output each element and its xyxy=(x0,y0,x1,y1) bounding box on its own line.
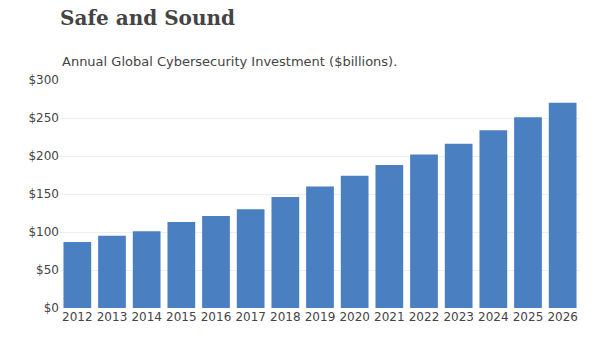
svg-text:$100: $100 xyxy=(28,225,59,239)
svg-text:2018: 2018 xyxy=(270,310,301,324)
svg-text:$250: $250 xyxy=(28,111,59,125)
svg-text:Annual Global Cybersecurity In: Annual Global Cybersecurity Investment (… xyxy=(62,54,397,69)
svg-text:2012: 2012 xyxy=(62,310,93,324)
svg-text:2025: 2025 xyxy=(513,310,544,324)
svg-text:2020: 2020 xyxy=(339,310,370,324)
svg-text:$300: $300 xyxy=(28,73,59,87)
svg-text:2022: 2022 xyxy=(409,310,440,324)
svg-text:2024: 2024 xyxy=(478,310,509,324)
svg-text:2021: 2021 xyxy=(374,310,405,324)
svg-text:$0: $0 xyxy=(44,301,59,315)
svg-text:2014: 2014 xyxy=(131,310,162,324)
svg-text:2017: 2017 xyxy=(235,310,266,324)
svg-text:2023: 2023 xyxy=(443,310,474,324)
svg-text:$200: $200 xyxy=(28,149,59,163)
svg-text:$50: $50 xyxy=(36,263,59,277)
svg-text:$150: $150 xyxy=(28,187,59,201)
svg-text:2015: 2015 xyxy=(166,310,197,324)
svg-text:2019: 2019 xyxy=(305,310,336,324)
svg-text:2016: 2016 xyxy=(201,310,232,324)
svg-text:Safe and Sound: Safe and Sound xyxy=(60,6,235,30)
svg-text:2013: 2013 xyxy=(97,310,128,324)
svg-text:2026: 2026 xyxy=(547,310,578,324)
